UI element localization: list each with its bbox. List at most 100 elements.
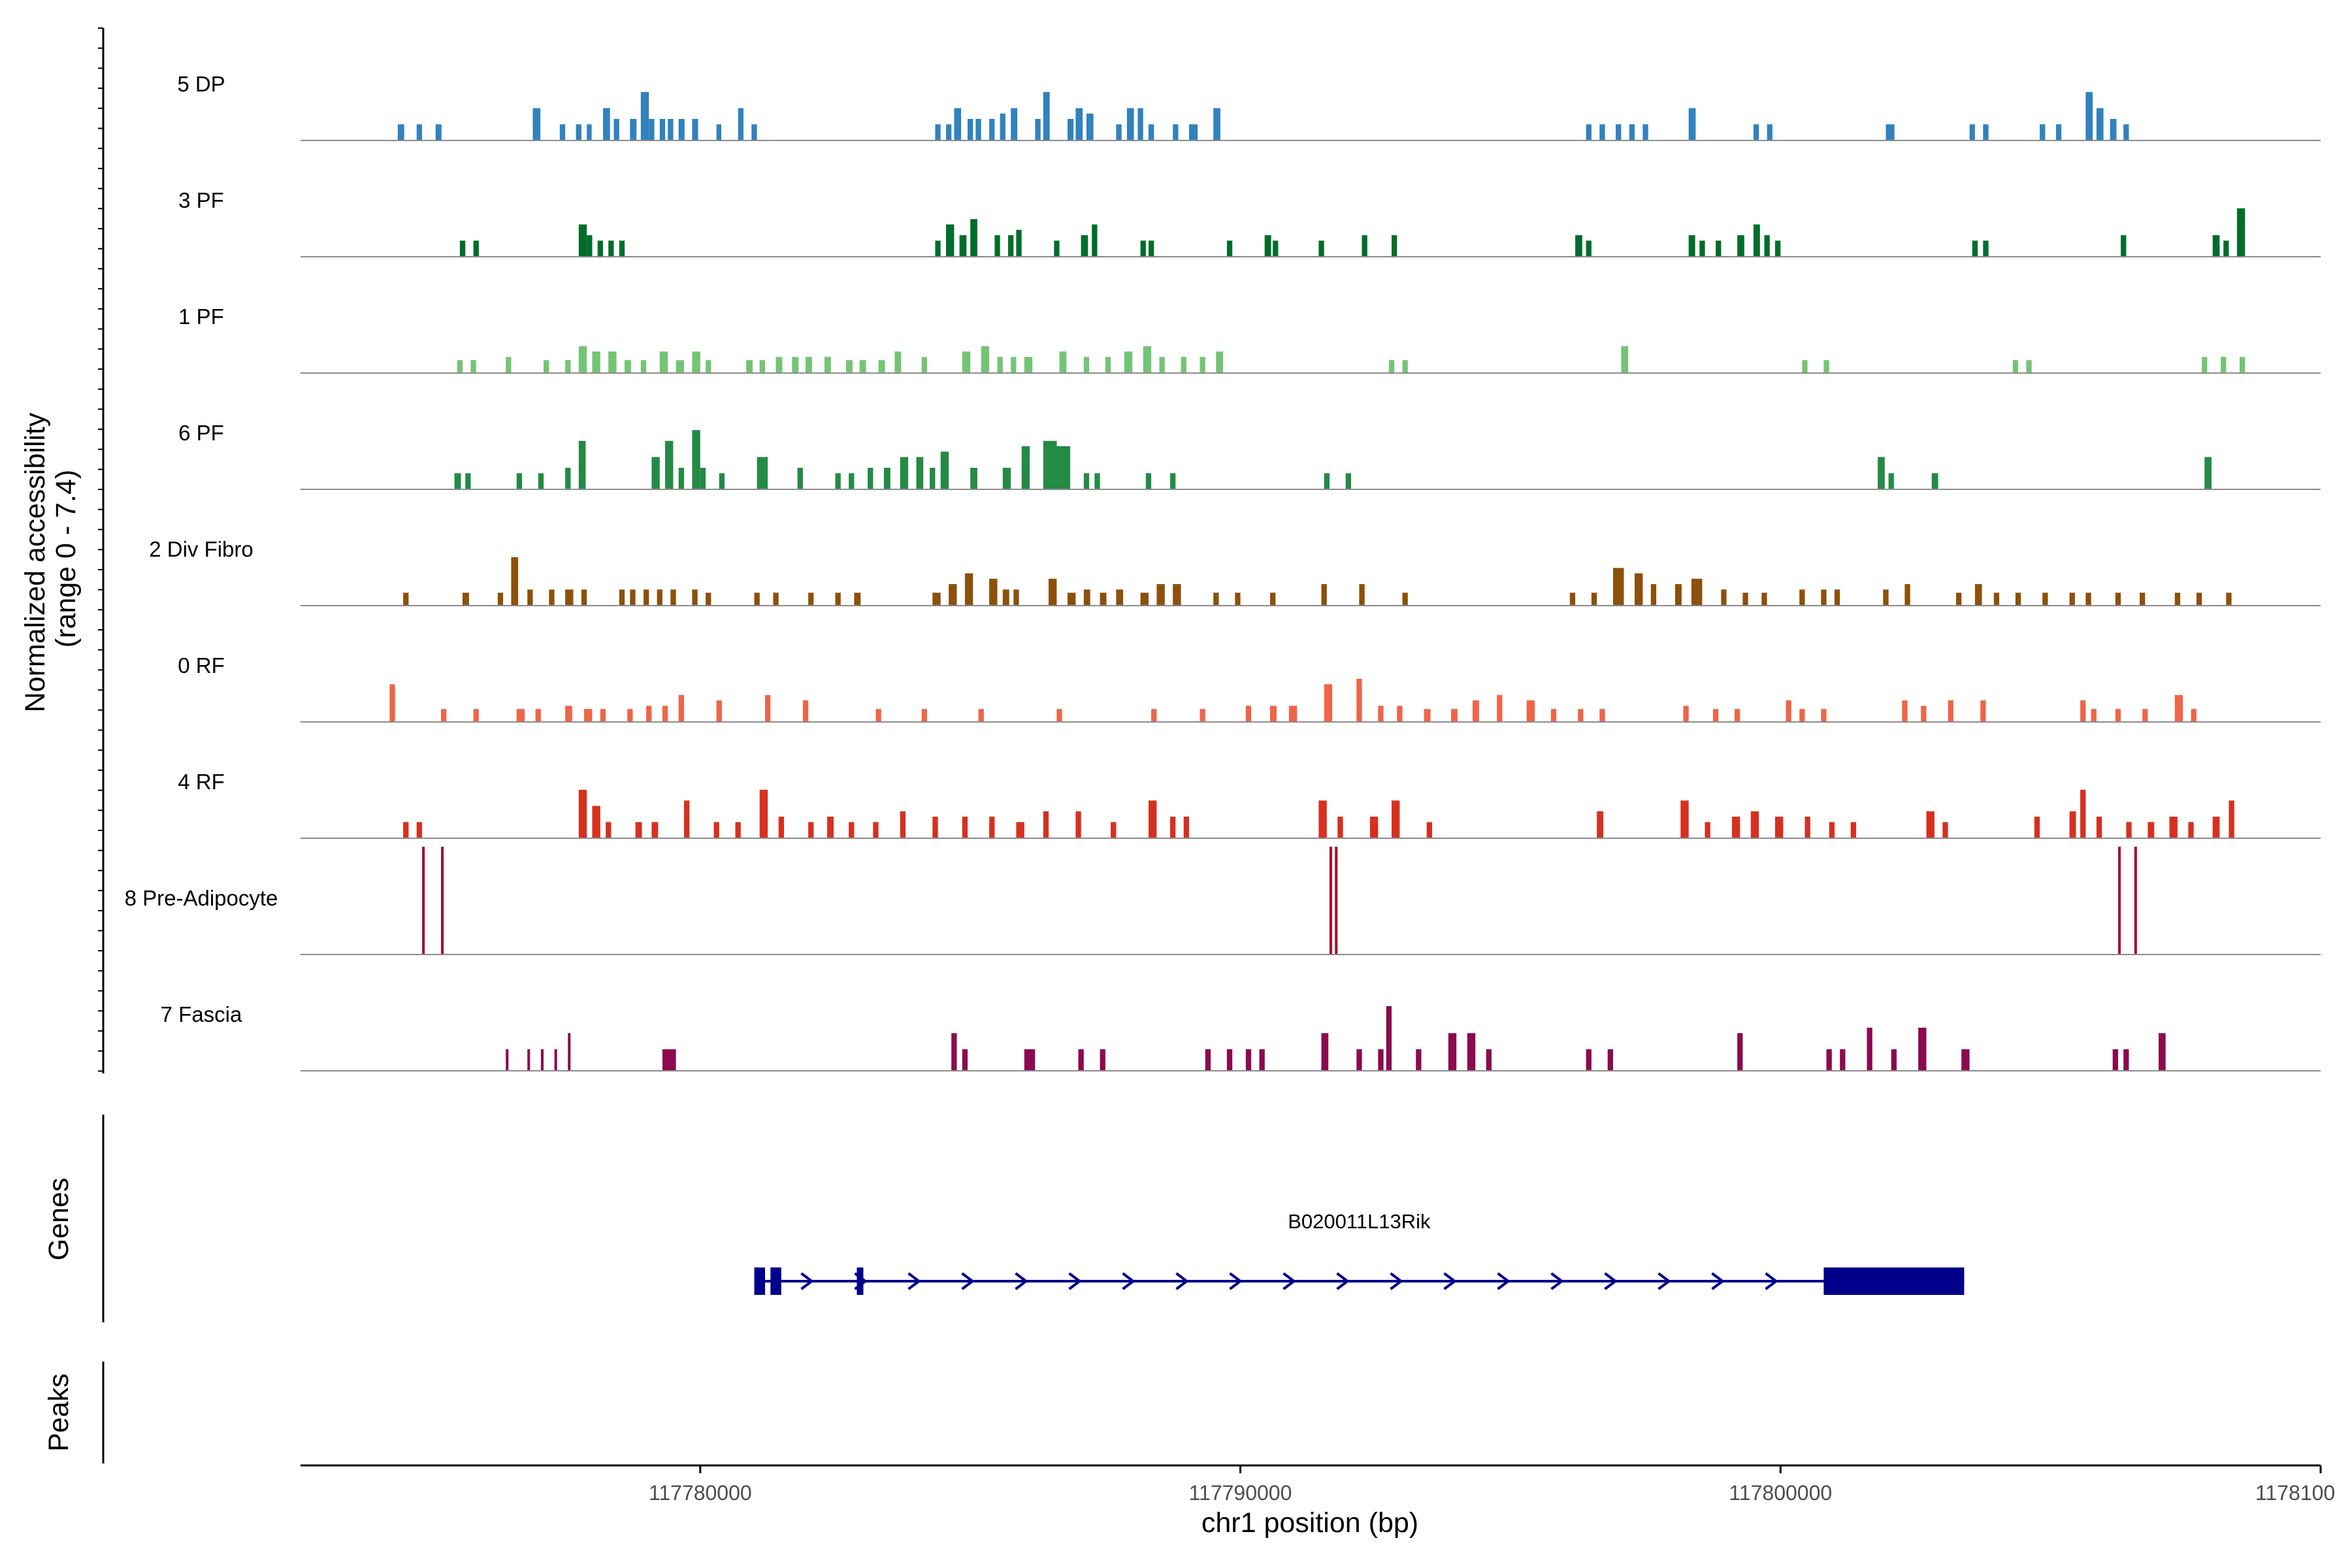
coverage-peak (735, 822, 741, 839)
coverage-peak (1056, 446, 1071, 489)
coverage-peak (692, 430, 700, 490)
coverage-peak (544, 360, 549, 373)
coverage-peak (1259, 1049, 1265, 1071)
coverage-peak (2221, 357, 2227, 374)
coverage-peak (692, 351, 700, 373)
track-6-pf: 6 PF (178, 421, 2321, 490)
coverage-peak (565, 706, 572, 723)
coverage-peak (2229, 800, 2234, 838)
coverage-peak (1170, 473, 1176, 490)
coverage-peak (416, 822, 422, 839)
coverage-peak (2012, 360, 2019, 373)
coverage-peak (806, 357, 812, 374)
coverage-peak (797, 468, 803, 489)
coverage-peak (441, 709, 447, 722)
coverage-peak (1002, 468, 1011, 489)
coverage-peak (2126, 822, 2132, 839)
coverage-peak (700, 468, 706, 489)
strand-arrow (1604, 1272, 1618, 1290)
coverage-peak (713, 822, 719, 839)
coverage-peak (962, 351, 971, 373)
coverage-peak (511, 557, 519, 606)
coverage-peak (1931, 473, 1938, 490)
coverage-peak (403, 822, 409, 839)
coverage-peak (497, 593, 504, 606)
coverage-peak (849, 822, 855, 839)
coverage-peak (894, 351, 902, 373)
coverage-peak (1156, 584, 1165, 606)
coverage-peak (1337, 817, 1343, 838)
coverage-peak (1621, 346, 1629, 374)
coverage-peak (1149, 124, 1154, 141)
coverage-peak (1151, 709, 1157, 722)
coverage-peak (1094, 473, 1100, 490)
coverage-peak (592, 806, 600, 838)
coverage-peak (649, 119, 655, 140)
coverage-peak (1068, 119, 1074, 140)
coverage-peak (2015, 593, 2021, 606)
coverage-peak (1324, 473, 1330, 490)
coverage-peak (827, 817, 834, 838)
coverage-peak (2115, 709, 2121, 722)
track-label: 3 PF (178, 188, 224, 212)
coverage-peak (630, 119, 637, 140)
strand-arrow (1336, 1272, 1350, 1290)
coverage-peak (1834, 589, 1840, 606)
coverage-peak (1159, 357, 1165, 374)
coverage-peak (1245, 1049, 1252, 1071)
coverage-peak (619, 240, 625, 257)
coverage-peak (1607, 1049, 1613, 1071)
coverage-peak (532, 108, 541, 140)
coverage-peak (1318, 800, 1327, 838)
coverage-peak (802, 700, 809, 722)
coverage-peak (1226, 240, 1233, 257)
coverage-peak (1578, 709, 1584, 722)
coverage-peak (684, 800, 690, 838)
coverage-peak (2040, 124, 2046, 141)
coverage-peak (608, 351, 617, 373)
gene-exon (770, 1267, 781, 1295)
coverage-peak (1321, 1033, 1329, 1071)
x-tick-label: 117780000 (649, 1481, 752, 1505)
coverage-peak (1586, 124, 1592, 141)
coverage-peak (932, 817, 938, 838)
coverage-axis-title-line1: Normalized accessibility (20, 412, 51, 712)
coverage-peak (849, 473, 855, 490)
coverage-peak (1335, 847, 1338, 955)
coverage-peak (2169, 817, 2178, 838)
coverage-peak (1688, 235, 1695, 257)
coverage-peak (603, 108, 610, 140)
coverage-peak (1426, 822, 1432, 839)
coverage-peak (1840, 1049, 1846, 1071)
coverage-peak (951, 1033, 957, 1071)
strand-arrow (1443, 1272, 1457, 1290)
coverage-peak (808, 593, 814, 606)
coverage-peak (1983, 124, 1989, 141)
coverage-peak (1721, 589, 1727, 606)
coverage-peak (978, 709, 984, 722)
coverage-peak (473, 240, 479, 257)
coverage-peak (635, 822, 642, 839)
coverage-peak (968, 119, 973, 140)
coverage-peak (1016, 229, 1022, 257)
coverage-peak (1143, 346, 1152, 374)
coverage-peak (1081, 235, 1088, 257)
coverage-peak (1149, 800, 1157, 838)
coverage-peak (2223, 240, 2229, 257)
coverage-peak (2202, 357, 2208, 374)
coverage-peak (1189, 124, 1198, 141)
coverage-axis-title: Normalized accessibility (range 0 - 7.4) (20, 405, 82, 713)
coverage-peak (1878, 457, 1885, 489)
coverage-peak (1200, 709, 1205, 722)
coverage-peak (859, 360, 866, 373)
genes-panel-title: Genes (43, 1178, 74, 1261)
coverage-peak (644, 589, 649, 606)
coverage-peak (930, 468, 936, 489)
coverage-peak (1226, 1049, 1233, 1071)
coverage-peak (1324, 684, 1333, 722)
gene-exon (1823, 1267, 1965, 1295)
coverage-peak (2112, 1049, 2118, 1071)
coverage-peak (1002, 589, 1009, 606)
coverage-peak (659, 119, 666, 140)
coverage-peak (1735, 709, 1740, 722)
